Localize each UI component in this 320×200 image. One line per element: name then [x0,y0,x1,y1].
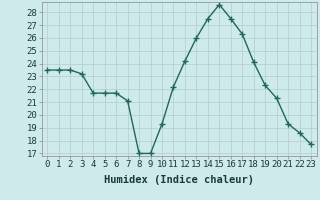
X-axis label: Humidex (Indice chaleur): Humidex (Indice chaleur) [104,175,254,185]
